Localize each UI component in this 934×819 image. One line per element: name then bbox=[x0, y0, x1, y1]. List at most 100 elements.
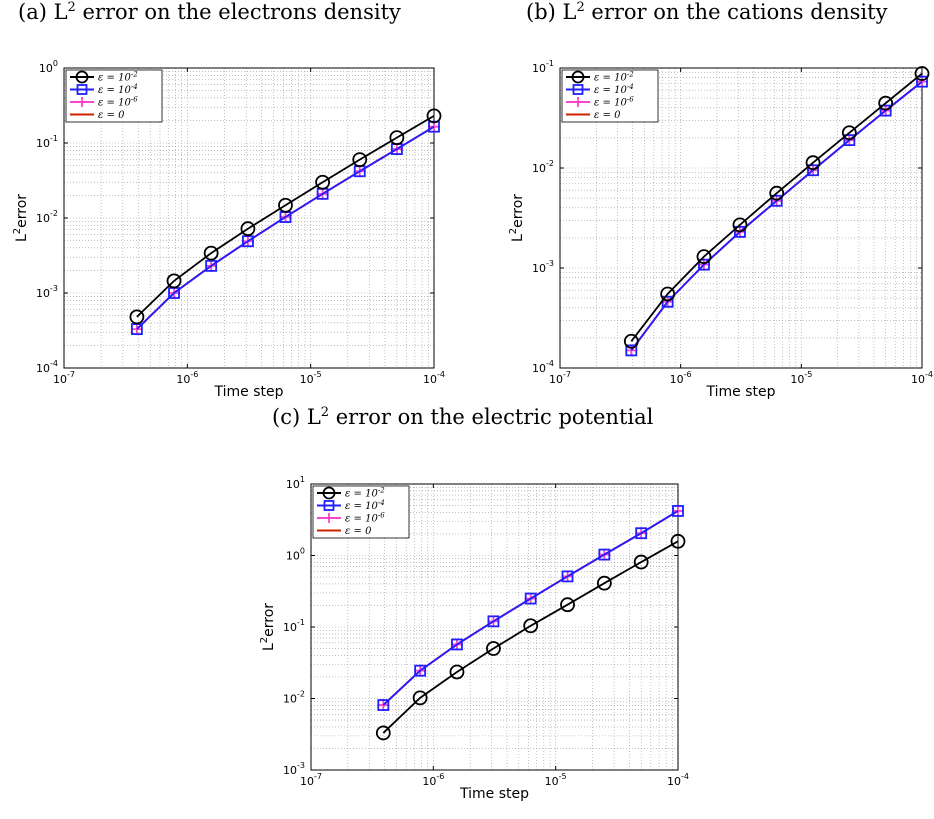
legend-marker-circle bbox=[322, 486, 336, 500]
legend-item: ε = 0 bbox=[70, 110, 125, 121]
x-tick-label: 10-6 bbox=[176, 370, 198, 386]
data-point-circle bbox=[623, 333, 639, 349]
x-axis-title: Time step bbox=[214, 384, 284, 400]
legend-item: ε = 10-2 bbox=[317, 487, 385, 500]
data-point-square bbox=[916, 75, 928, 88]
data-point-square bbox=[734, 225, 746, 238]
caption-c-text: error on the electric potential bbox=[329, 405, 654, 429]
data-point-circle bbox=[129, 309, 145, 325]
legend-item: ε = 0 bbox=[566, 110, 621, 121]
legend-marker-plus bbox=[324, 513, 334, 523]
chart-c: 10-7 10-6 10-5 10-4 10-3 10-2 10-1 100 101 Time s… bbox=[259, 475, 689, 802]
legend-marker-square bbox=[572, 84, 584, 95]
data-point-square bbox=[205, 259, 218, 272]
data-point-square bbox=[879, 104, 892, 117]
y-tick-label: 10-1 bbox=[532, 59, 554, 75]
y-tick-label: 100 bbox=[286, 547, 305, 563]
caption-b-text: error on the cations density bbox=[584, 0, 888, 24]
x-tick-label: 10-4 bbox=[423, 370, 445, 386]
legend-item: ε = 10-2 bbox=[70, 71, 138, 84]
x-tick-label: 10-4 bbox=[911, 370, 933, 386]
chart-b: 10-7 10-6 10-5 10-4 10-4 10-3 10-2 10-1 Time ste… bbox=[508, 59, 933, 400]
data-point-circle bbox=[878, 95, 894, 111]
series-1 bbox=[375, 533, 686, 741]
data-point-circle bbox=[412, 690, 428, 706]
legend-marker-circle bbox=[75, 70, 89, 84]
data-point-square bbox=[770, 194, 783, 207]
data-point-circle bbox=[166, 273, 182, 289]
legend-label: ε = 10-6 bbox=[98, 96, 138, 109]
legend: ε = 10-2ε = 10-4ε = 10-6ε = 0 bbox=[561, 69, 659, 123]
legend-label: ε = 10-2 bbox=[345, 487, 385, 500]
data-point-square bbox=[635, 527, 648, 540]
data-point-square bbox=[487, 615, 500, 628]
data-point-square bbox=[451, 638, 463, 651]
legend-box bbox=[65, 69, 163, 123]
data-point-circle bbox=[352, 152, 368, 168]
data-point-circle bbox=[805, 155, 821, 171]
data-point-circle bbox=[596, 575, 612, 591]
y-tick-label: 100 bbox=[39, 59, 58, 75]
data-point-square bbox=[561, 570, 574, 583]
data-point-square bbox=[598, 548, 611, 561]
y-tick-label: 10-3 bbox=[36, 284, 58, 300]
legend-label: ε = 10-4 bbox=[345, 499, 385, 512]
data-point-circle bbox=[841, 125, 857, 141]
data-point-square bbox=[625, 344, 638, 357]
y-tick-label: 10-1 bbox=[283, 618, 305, 634]
legend-item: ε = 10-4 bbox=[317, 499, 385, 512]
data-point-circle bbox=[278, 197, 293, 213]
legend-item: ε = 10-2 bbox=[566, 71, 634, 84]
data-point-square bbox=[807, 164, 819, 177]
x-tick-label: 10-5 bbox=[545, 772, 567, 788]
y-tick-label: 10-2 bbox=[532, 159, 554, 175]
y-tick-label: 10-2 bbox=[283, 690, 305, 706]
legend-label: ε = 10-6 bbox=[345, 512, 385, 525]
legend-item: ε = 10-6 bbox=[317, 512, 385, 525]
legend-box bbox=[561, 69, 659, 123]
legend-label: ε = 0 bbox=[594, 110, 621, 121]
legend-marker-plus bbox=[573, 97, 583, 107]
data-point-square bbox=[414, 664, 427, 677]
data-point-circle bbox=[315, 174, 331, 190]
caption-a-sup: 2 bbox=[67, 0, 76, 15]
data-point-circle bbox=[670, 533, 686, 549]
x-tick-label: 10-7 bbox=[300, 772, 322, 788]
data-point-circle bbox=[426, 108, 442, 124]
legend-marker-circle bbox=[571, 70, 585, 84]
legend-label: ε = 10-4 bbox=[98, 83, 138, 96]
x-tick-label: 10-5 bbox=[790, 370, 812, 386]
legend-item: ε = 10-6 bbox=[70, 96, 138, 109]
x-tick-label: 10-5 bbox=[300, 370, 322, 386]
legend-label: ε = 0 bbox=[345, 526, 372, 537]
legend-item: ε = 10-4 bbox=[70, 83, 138, 96]
y-tick-label: 10-2 bbox=[36, 209, 58, 225]
plot-frame bbox=[559, 67, 923, 369]
data-point-circle bbox=[375, 725, 391, 741]
caption-a-prefix: (a) L bbox=[18, 0, 68, 24]
data-point-circle bbox=[769, 185, 785, 201]
y-axis-title: L2error bbox=[508, 194, 526, 242]
x-tick-label: 10-6 bbox=[422, 772, 444, 788]
y-tick-label: 101 bbox=[286, 475, 305, 491]
data-point-square bbox=[242, 235, 254, 248]
data-point-circle bbox=[732, 217, 748, 233]
data-point-circle bbox=[660, 286, 676, 302]
data-point-square bbox=[672, 505, 684, 517]
data-point-circle bbox=[203, 245, 219, 261]
legend-item: ε = 0 bbox=[317, 526, 372, 537]
y-tick-label: 10-3 bbox=[283, 761, 305, 777]
data-point-square bbox=[524, 592, 537, 605]
caption-c-sup: 2 bbox=[320, 405, 330, 420]
series-1 bbox=[129, 108, 442, 325]
legend-marker-square bbox=[323, 500, 335, 511]
caption-a: (a) L2 error on the electrons density bbox=[18, 0, 401, 24]
caption-b-prefix: (b) L bbox=[526, 0, 577, 24]
series-line bbox=[136, 125, 435, 330]
data-point-circle bbox=[389, 130, 405, 146]
data-point-circle bbox=[240, 221, 256, 237]
series-line bbox=[630, 80, 923, 351]
legend-item: ε = 10-4 bbox=[566, 83, 634, 96]
series-1 bbox=[623, 66, 930, 349]
x-axis-title: Time step bbox=[706, 384, 776, 400]
